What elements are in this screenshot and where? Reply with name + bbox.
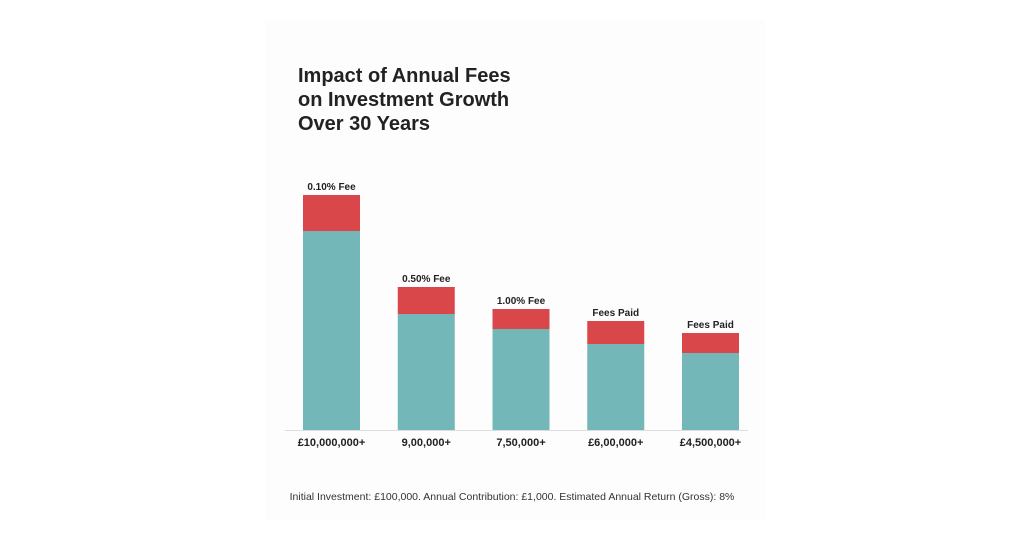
bar-net-segment xyxy=(587,344,645,430)
bar-net-segment xyxy=(397,314,455,430)
bar-label: 0.50% Fee xyxy=(402,274,451,285)
chart-title-line: on Investment Growth xyxy=(298,89,510,111)
x-tick-label: £10,000,000+ xyxy=(298,437,366,449)
bar-label: 1.00% Fee xyxy=(497,296,546,307)
chart-title: Impact of Annual Fees on Investment Grow… xyxy=(298,64,511,136)
bar-fee-segment xyxy=(492,309,550,329)
bar-net-segment xyxy=(492,329,550,430)
bar-fee-segment xyxy=(682,333,739,353)
bar-net-segment xyxy=(682,353,739,430)
bar-fee-segment xyxy=(303,195,360,231)
x-tick-label: 7,50,000+ xyxy=(496,437,545,449)
x-tick-label: 9,00,000+ xyxy=(402,437,451,449)
bar-fee-segment xyxy=(587,321,645,344)
chart-title-line: Impact of Annual Fees xyxy=(298,65,511,87)
x-tick-label: £6,00,000+ xyxy=(588,437,643,449)
chart-footnote: Initial Investment: £100,000. Annual Con… xyxy=(289,491,735,503)
bar-label: Fees Paid xyxy=(687,320,734,331)
bar-fee-segment xyxy=(397,287,455,314)
x-tick-label: £4,500,000+ xyxy=(680,437,741,449)
bar-net-segment xyxy=(303,231,360,430)
chart-title-line: Over 30 Years xyxy=(298,113,430,135)
bar-label: 0.10% Fee xyxy=(307,182,356,193)
bar-label: Fees Paid xyxy=(592,308,639,319)
